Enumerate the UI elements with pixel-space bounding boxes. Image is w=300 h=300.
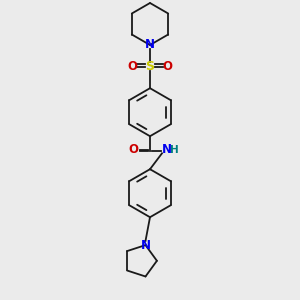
Text: O: O [128,60,138,73]
Text: S: S [146,60,154,73]
Text: O: O [162,60,172,73]
Text: N: N [145,38,155,52]
Text: O: O [129,143,139,156]
Text: H: H [170,145,179,155]
Text: N: N [162,143,172,156]
Text: N: N [140,238,151,252]
